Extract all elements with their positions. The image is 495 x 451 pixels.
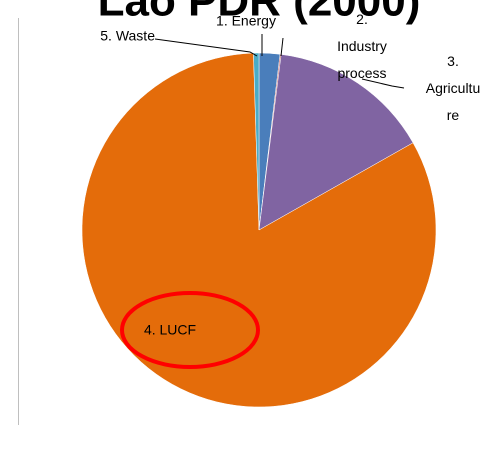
- chart-title: Lao PDR (2000): [98, 0, 421, 26]
- highlight-ellipse: [120, 291, 260, 369]
- pie-slice: [81, 52, 437, 408]
- leader-line: [154, 38, 258, 57]
- labels: 1. Energy 2. Industry process 3. Agricultu re 4…: [100, 11, 480, 338]
- slice-label: 1. Energy: [216, 13, 276, 29]
- pie-slice: [258, 54, 414, 231]
- leader-line: [361, 78, 405, 89]
- leader-line: [280, 37, 284, 57]
- slice-label: 5. Waste: [100, 28, 155, 44]
- pie-slice: [253, 52, 260, 231]
- pie: [81, 52, 437, 408]
- slice-label: 4. LUCF: [144, 322, 196, 338]
- slice-label: 3. Agricultu re: [426, 53, 480, 123]
- slice-label: 2. Industry process: [337, 11, 387, 81]
